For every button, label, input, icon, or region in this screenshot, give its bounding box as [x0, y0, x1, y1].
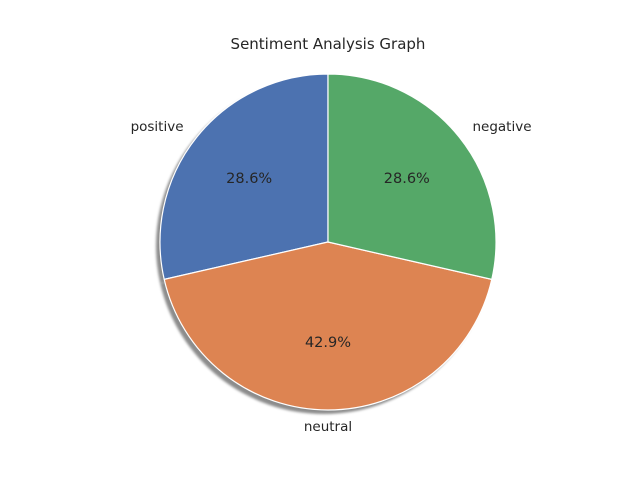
slice-label-negative: negative [472, 119, 531, 135]
pie-slice-neutral [163, 241, 493, 411]
slice-percent-negative: 28.6% [384, 171, 430, 187]
chart-title: Sentiment Analysis Graph [231, 35, 426, 53]
slice-label-positive: positive [131, 119, 184, 135]
slice-percent-positive: 28.6% [226, 171, 272, 187]
slice-label-neutral: neutral [304, 419, 352, 435]
pie-slice-positive [159, 73, 329, 280]
pie-labels: positive 28.6% neutral 42.9% negative 28.6% [131, 119, 532, 435]
pie-slice-negative [327, 73, 497, 280]
pie-slices [159, 73, 497, 411]
slice-percent-neutral: 42.9% [305, 335, 351, 351]
